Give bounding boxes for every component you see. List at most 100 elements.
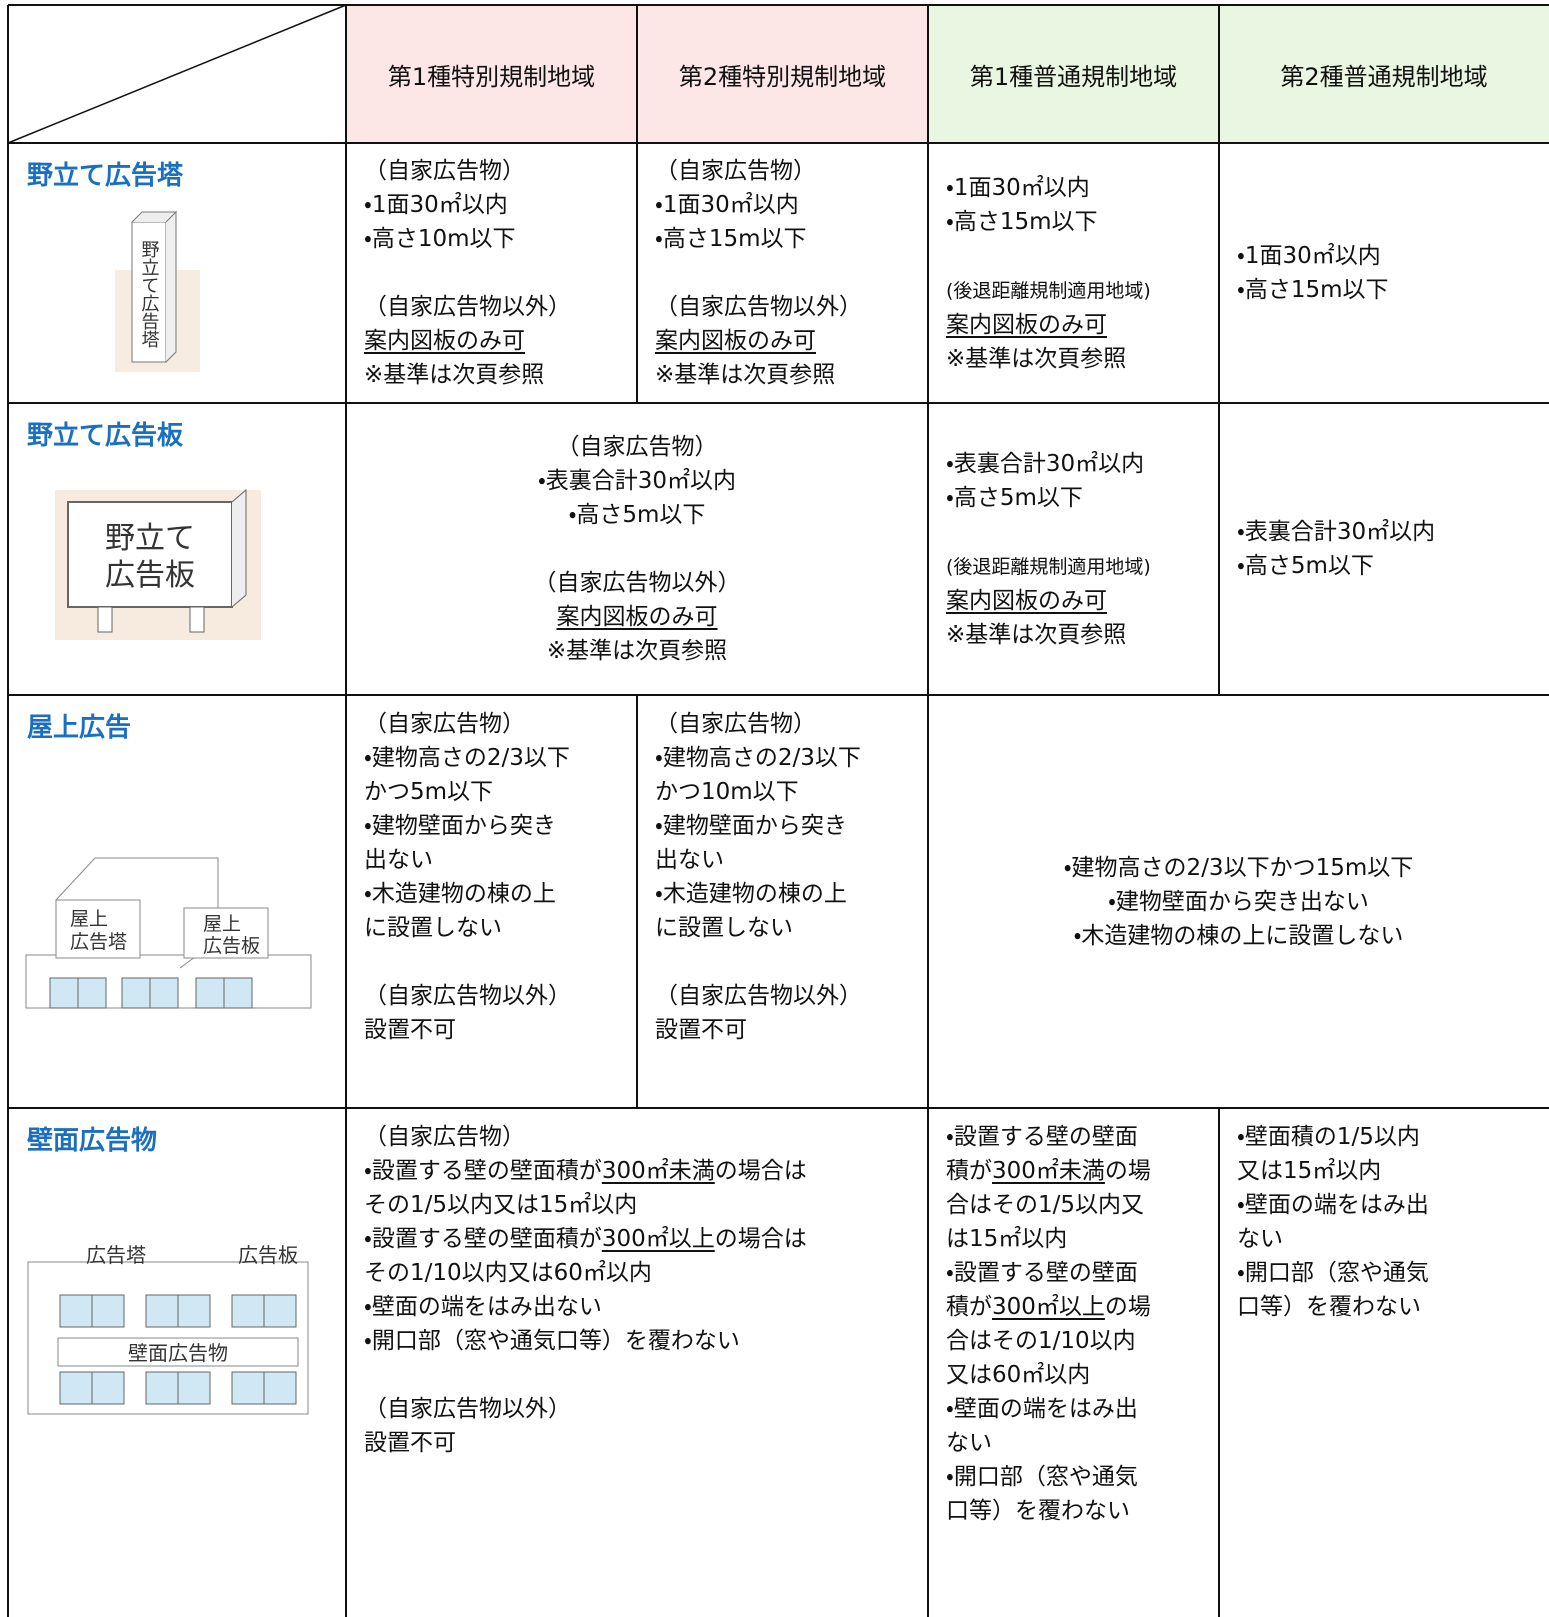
text-line: ・設置する壁の壁面積が300㎡未満の場合は bbox=[364, 1154, 910, 1188]
text-line: （自家広告物以外） bbox=[364, 294, 571, 320]
illustration-label: 野立て bbox=[105, 521, 195, 556]
text-line: （自家広告物） bbox=[655, 711, 816, 737]
text-segment: 300㎡以上 bbox=[601, 1226, 715, 1252]
text-line: ない bbox=[1237, 1226, 1283, 1252]
text-line: 口等）を覆わない bbox=[1237, 1294, 1421, 1320]
column-header: 第1種普通規制地域 bbox=[969, 62, 1178, 91]
text-line: ・建物壁面から突き出ない bbox=[1108, 888, 1369, 915]
text-segment: (後退距離規制適用地域) bbox=[946, 555, 1151, 578]
text-line: ・壁面の端をはみ出ない bbox=[364, 1294, 602, 1320]
text-line: 案内図板のみ可 bbox=[946, 308, 1201, 342]
text-line: ・高さ15m以下 bbox=[946, 208, 1098, 235]
text-line: ・木造建物の棟の上に設置しない bbox=[1073, 922, 1404, 949]
illustration-label: 屋上 bbox=[203, 913, 241, 935]
text-line: （自家広告物以外） bbox=[533, 570, 741, 596]
illustration-label: 広告塔 bbox=[70, 931, 127, 953]
text-line: ・設置する壁の壁面積が300㎡以上の場合は bbox=[364, 1222, 910, 1256]
text-line: ・壁面積の1/5以内 bbox=[1237, 1124, 1420, 1150]
cell: ・壁面積の1/5以内 又は15㎡以内 ・壁面の端をはみ出 ない ・開口部（窓や通気 口等）… bbox=[1219, 1108, 1549, 1617]
text-segment: 300㎡未満 bbox=[601, 1158, 715, 1184]
text-line: ・建物高さの2/3以下 bbox=[364, 745, 570, 771]
text-block: （自家広告物） ・建物高さの2/3以下 かつ10m以下 ・建物壁面から突き 出ない ・木造… bbox=[655, 707, 910, 945]
text-line: （自家広告物） bbox=[655, 158, 816, 184]
text-line: ※基準は次頁参照 bbox=[946, 621, 1127, 648]
text-line: （自家広告物以外） bbox=[655, 983, 862, 1009]
illustration-label: 広告板 bbox=[238, 1243, 298, 1267]
text-line: ・表裏合計30㎡以内 bbox=[537, 468, 737, 494]
row-label: 野立て広告塔 bbox=[27, 161, 184, 191]
text-line: ・高さ15m以下 bbox=[655, 226, 807, 252]
text-line: ・設置する壁の壁面 bbox=[946, 1260, 1138, 1286]
text-block: ・1面30㎡以内 ・高さ15m以下 bbox=[1237, 239, 1531, 307]
text-line: （自家広告物） bbox=[556, 434, 718, 460]
text-line: 設置不可 bbox=[364, 1017, 456, 1043]
text-line: ・木造建物の棟の上 bbox=[655, 881, 847, 907]
text-segment: の場合は bbox=[714, 1226, 807, 1252]
cell: （自家広告物） ・設置する壁の壁面積が300㎡未満の場合は その1/5以内又は15㎡… bbox=[346, 1108, 928, 1617]
text-block: （自家広告物以外） 設置不可 bbox=[655, 979, 910, 1047]
text-line: に設置しない bbox=[364, 915, 502, 941]
cell: （自家広告物） ・建物高さの2/3以下 かつ10m以下 ・建物壁面から突き 出ない ・木造… bbox=[637, 695, 928, 1108]
text-block: ・壁面積の1/5以内 又は15㎡以内 ・壁面の端をはみ出 ない ・開口部（窓や通気 口等）… bbox=[1237, 1120, 1531, 1324]
text-line: 案内図板のみ可 bbox=[534, 600, 741, 634]
text-segment: 積が bbox=[946, 1294, 992, 1320]
text-line: ・高さ5m以下 bbox=[568, 502, 706, 528]
text-line: ・開口部（窓や通気 bbox=[946, 1464, 1138, 1490]
text-line: ・建物高さの2/3以下かつ15m以下 bbox=[1063, 854, 1414, 881]
text-line: ・壁面の端をはみ出 bbox=[1237, 1192, 1429, 1218]
text-line: （自家広告物以外） bbox=[364, 983, 571, 1009]
illustration-wall: 広告塔 広告板 壁面広告物 bbox=[27, 1243, 309, 1415]
cell: ・建物高さの2/3以下かつ15m以下 ・建物壁面から突き出ない・木造建物の棟の上に… bbox=[928, 695, 1549, 1108]
illustration-label: 野立て広告塔 bbox=[139, 240, 160, 348]
text-block: （自家広告物） ・設置する壁の壁面積が300㎡未満の場合は その1/5以内又は15㎡… bbox=[364, 1120, 910, 1358]
text-block: ・建物高さの2/3以下かつ15m以下 ・建物壁面から突き出ない・木造建物の棟の上に… bbox=[1064, 851, 1414, 953]
text-block: （自家広告物以外） 案内図板のみ可 ※基準は次頁参照 bbox=[655, 290, 910, 392]
illustration-tower: 野立て広告塔 bbox=[115, 210, 200, 372]
text-segment: 案内図板のみ可 bbox=[364, 328, 525, 354]
illustration-label: 屋上 bbox=[70, 908, 108, 930]
text-line: ※基準は次頁参照 bbox=[364, 362, 545, 388]
text-line: ※基準は次頁参照 bbox=[946, 345, 1127, 372]
text-line: 出ない bbox=[364, 847, 433, 873]
text-block: （自家広告物以外） 案内図板のみ可 ※基準は次頁参照 bbox=[534, 566, 741, 668]
row-label: 野立て広告板 bbox=[27, 421, 184, 451]
text-segment: 積が bbox=[946, 1158, 992, 1184]
cell: （自家広告物） ・表裏合計30㎡以内 ・高さ5m以下 （自家広告物以外） 案内図板のみ可… bbox=[346, 403, 928, 695]
text-line: ・木造建物の棟の上 bbox=[364, 881, 556, 907]
text-block: （自家広告物） ・建物高さの2/3以下 かつ5m以下 ・建物壁面から突き 出ない ・木造建… bbox=[364, 707, 619, 945]
text-line: その1/5以内又は15㎡以内 bbox=[364, 1192, 638, 1218]
text-line: ※基準は次頁参照 bbox=[655, 362, 836, 388]
grid bbox=[7, 4, 1549, 1617]
text-line: 合はその1/10以内 bbox=[946, 1328, 1136, 1354]
text-line: ・高さ15m以下 bbox=[1237, 277, 1389, 303]
text-line: ・開口部（窓や通気口等）を覆わない bbox=[364, 1328, 740, 1354]
illustration-label: 広告板 bbox=[203, 935, 260, 957]
column-header: 第2種特別規制地域 bbox=[678, 62, 887, 91]
text-segment: 案内図板のみ可 bbox=[556, 604, 718, 630]
text-line: ・設置する壁の壁面 bbox=[946, 1124, 1138, 1150]
text-segment: の場 bbox=[1104, 1294, 1151, 1320]
text-block: ・表裏合計30㎡以内 ・高さ5m以下 bbox=[1237, 515, 1531, 583]
text-segment: ・設置する壁の壁面積が bbox=[364, 1158, 602, 1184]
text-line: ・壁面の端をはみ出 bbox=[946, 1396, 1138, 1422]
illustration-label: 広告板 bbox=[105, 558, 195, 593]
text-line: に設置しない bbox=[655, 915, 793, 941]
text-block: （自家広告物） ・1面30㎡以内 ・高さ15m以下 bbox=[655, 154, 910, 256]
text-line: （自家広告物以外） bbox=[655, 294, 862, 320]
header-bg-normal bbox=[928, 5, 1549, 143]
text-line: (後退距離規制適用地域) bbox=[946, 549, 1201, 584]
text-line: 案内図板のみ可 bbox=[364, 324, 619, 358]
text-line: かつ5m以下 bbox=[364, 779, 494, 805]
text-line: その1/10以内又は60㎡以内 bbox=[364, 1260, 652, 1286]
text-line: 合はその1/5以内又 bbox=[946, 1192, 1145, 1218]
text-line: ない bbox=[946, 1430, 992, 1456]
text-line: は15㎡以内 bbox=[946, 1226, 1068, 1252]
text-line: ※基準は次頁参照 bbox=[546, 638, 728, 664]
row-label: 壁面広告物 bbox=[27, 1126, 158, 1156]
text-line: （自家広告物） bbox=[364, 711, 525, 737]
text-segment: ・設置する壁の壁面積が bbox=[364, 1226, 602, 1252]
text-block: ・表裏合計30㎡以内 ・高さ5m以下 bbox=[946, 447, 1201, 515]
text-line: (後退距離規制適用地域) bbox=[946, 273, 1201, 308]
text-segment: 300㎡以上 bbox=[992, 1294, 1105, 1320]
